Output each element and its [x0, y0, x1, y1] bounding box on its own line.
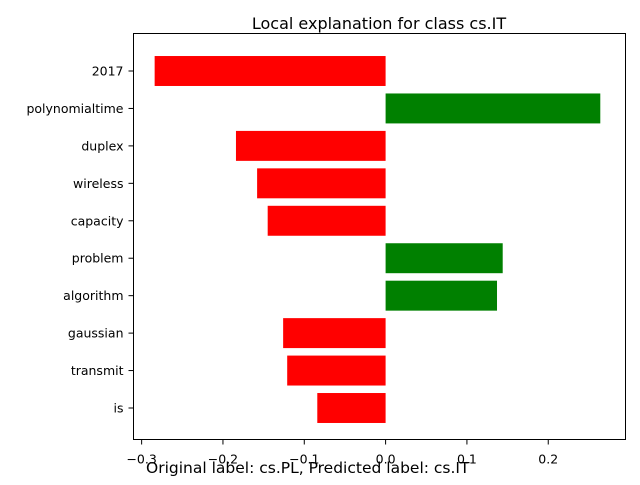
bar-2017 — [154, 56, 386, 86]
y-tick-label: duplex — [81, 138, 123, 153]
x-tick-label: 0.2 — [538, 452, 558, 467]
y-tick-label: polynomialtime — [26, 101, 123, 116]
x-tick-label: −0.2 — [208, 452, 238, 467]
bar-gaussian — [283, 318, 386, 349]
prediction-caption: Original label: cs.PL, Predicted label: … — [146, 459, 470, 477]
y-tick-label: problem — [72, 251, 124, 266]
y-tick-label: capacity — [71, 213, 124, 228]
bar-transmit — [287, 355, 386, 386]
y-tick-label: transmit — [71, 363, 124, 378]
bar-duplex — [235, 130, 386, 161]
bars-layer — [154, 56, 601, 423]
bar-problem — [385, 243, 503, 274]
bar-polynomialtime — [385, 93, 601, 124]
bar-algorithm — [385, 280, 498, 311]
y-tick-label: wireless — [73, 176, 123, 191]
bar-capacity — [267, 205, 386, 236]
x-tick-label: 0.1 — [457, 452, 477, 467]
y-axis-ticks: 2017 polynomialtime duplex wireless capacity… — [26, 64, 134, 416]
x-tick-label: −0.1 — [289, 452, 319, 467]
y-tick-label: is — [114, 401, 124, 416]
x-tick-label: 0.0 — [376, 452, 396, 467]
y-tick-label: gaussian — [68, 326, 124, 341]
plot-frame — [133, 33, 626, 440]
chart-title: Local explanation for class cs.IT — [252, 14, 507, 33]
y-tick-label: 2017 — [92, 64, 124, 79]
bar-is — [317, 393, 386, 423]
x-axis-ticks: −0.3 −0.2 −0.1 0.0 0.1 0.2 — [126, 439, 558, 467]
bar-wireless — [257, 168, 386, 199]
x-tick-label: −0.3 — [126, 452, 156, 467]
y-tick-label: algorithm — [63, 288, 123, 303]
